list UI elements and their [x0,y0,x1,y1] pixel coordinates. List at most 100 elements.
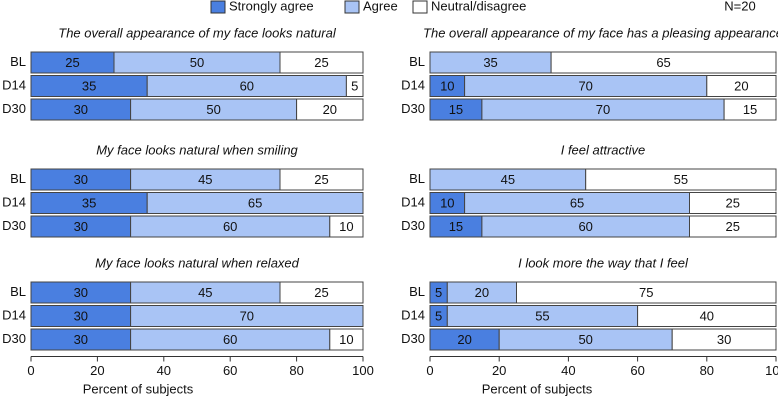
x-tick-label: 40 [561,363,575,378]
x-tick-label: 80 [700,363,714,378]
y-tick-label: D30 [2,218,26,233]
data-label: 50 [578,332,592,347]
data-label: 65 [570,195,584,210]
data-label: 10 [339,332,353,347]
data-label: 30 [74,308,88,323]
data-label: 30 [74,332,88,347]
data-label: 20 [475,285,489,300]
bar-segment [637,305,777,327]
data-label: 65 [656,55,670,70]
data-label: 5 [435,308,442,323]
y-tick-label: D30 [401,331,425,346]
data-label: 20 [457,332,471,347]
legend-swatch [412,0,428,14]
x-tick-label: 80 [289,363,303,378]
data-label: 50 [206,102,220,117]
data-label: 45 [198,285,212,300]
x-tick-label: 40 [157,363,171,378]
data-label: 25 [314,55,328,70]
x-tick-label: 20 [492,363,506,378]
legend-swatch [344,0,360,14]
y-tick-label: D14 [401,77,425,92]
x-tick-label: 100 [765,363,778,378]
data-label: 30 [74,172,88,187]
data-label: 40 [700,308,714,323]
data-label: 30 [74,285,88,300]
legend-label: Strongly agree [229,0,314,13]
bar-segment [689,192,777,214]
data-label: 5 [435,285,442,300]
data-label: 70 [240,308,254,323]
bar-segment [585,168,777,191]
bar-segment [296,98,364,121]
y-tick-label: D30 [2,331,26,346]
chart-title: The overall appearance of my face looks … [58,25,337,40]
bar-segment [671,328,777,351]
bar-segment [550,51,777,74]
data-label: 75 [639,285,653,300]
chart-title: The overall appearance of my face has a … [423,25,778,40]
y-tick-label: D30 [2,101,26,116]
data-label: 30 [74,102,88,117]
data-label: 60 [223,219,237,234]
data-label: 30 [74,219,88,234]
y-tick-label: D30 [401,218,425,233]
data-label: 65 [248,195,262,210]
data-label: 60 [223,332,237,347]
x-tick-label: 60 [223,363,237,378]
bar-segment [723,98,777,121]
y-tick-label: BL [409,54,425,69]
bar-segment [130,305,364,327]
bar-segment [279,168,364,191]
x-tick-label: 100 [352,363,374,378]
data-label: 10 [339,219,353,234]
bar-segment [329,215,364,238]
bar-segment [279,281,364,304]
x-tick-label: 0 [27,363,34,378]
data-label: 20 [734,78,748,93]
y-tick-label: BL [10,171,26,186]
bar-segment [516,281,777,304]
y-tick-label: D14 [2,194,26,209]
x-tick-label: 0 [426,363,433,378]
data-label: 50 [190,55,204,70]
data-label: 55 [535,308,549,323]
chart-title: My face looks natural when smiling [96,142,298,157]
data-label: 35 [483,55,497,70]
data-label: 60 [240,78,254,93]
data-label: 15 [449,102,463,117]
bar-segment [329,328,364,351]
data-label: 70 [596,102,610,117]
y-tick-label: D14 [401,307,425,322]
data-label: 10 [440,195,454,210]
y-tick-label: BL [409,284,425,299]
x-tick-label: 20 [90,363,104,378]
chart-title: My face looks natural when relaxed [95,255,300,270]
data-label: 45 [198,172,212,187]
data-label: 20 [323,102,337,117]
data-label: 15 [449,219,463,234]
data-label: 45 [501,172,515,187]
data-label: 30 [717,332,731,347]
data-label: 25 [314,285,328,300]
annotation: N=20 [724,0,755,13]
data-label: 60 [578,219,592,234]
data-label: 25 [726,195,740,210]
legend-swatch [210,0,226,14]
data-label: 35 [82,78,96,93]
bar-segment [345,75,364,97]
data-label: 5 [351,78,358,93]
y-tick-label: BL [10,284,26,299]
y-tick-label: D14 [2,77,26,92]
y-tick-label: D14 [2,307,26,322]
legend-label: Neutral/disagree [431,0,526,13]
data-label: 35 [82,195,96,210]
chart-title: I feel attractive [561,142,646,157]
legend-label: Agree [363,0,398,13]
bar-segment [689,215,777,238]
y-tick-label: BL [409,171,425,186]
y-tick-label: D30 [401,101,425,116]
chart-title: I look more the way that I feel [518,255,689,270]
y-tick-label: BL [10,54,26,69]
